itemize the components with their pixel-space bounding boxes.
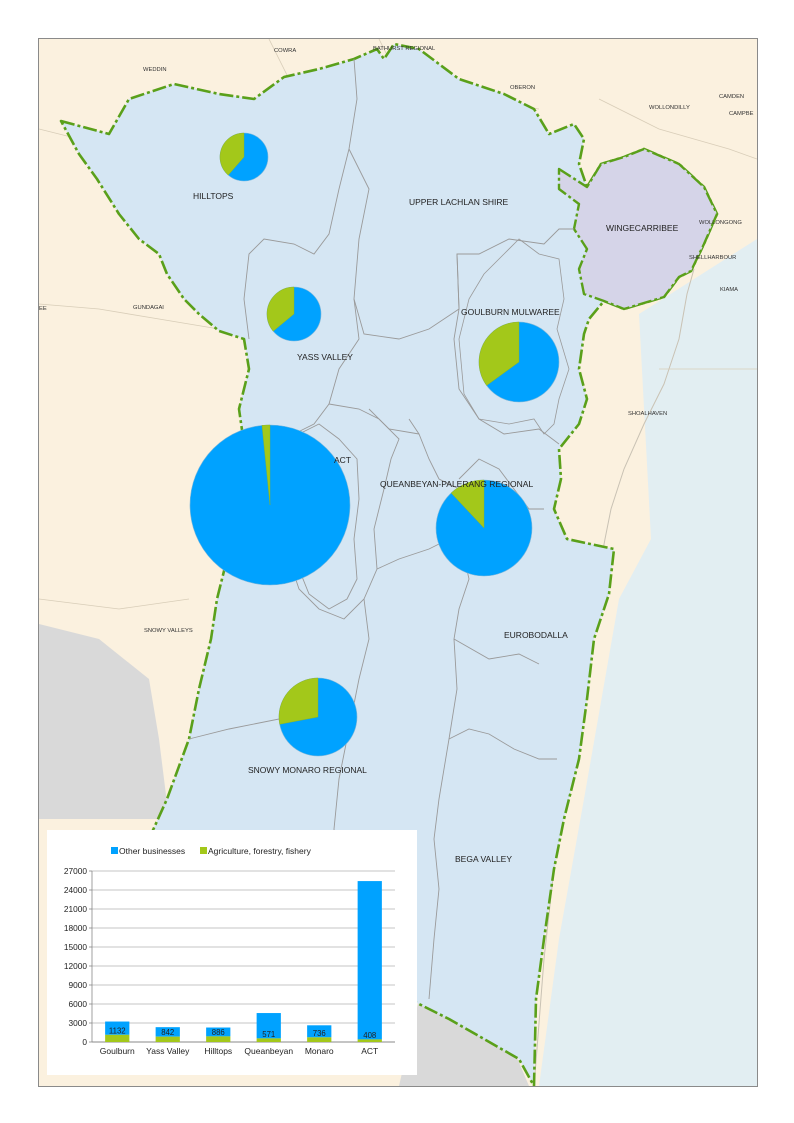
label-weddin: WEDDIN <box>143 67 167 73</box>
y-tick-label: 0 <box>82 1037 87 1047</box>
chart-bars: 1132 842 886 571 736 408 <box>105 881 382 1042</box>
pie-slice-agriculture-queanbeyan-palerang-regional <box>450 479 485 529</box>
map-frame: HILLTOPS UPPER LACHLAN SHIRE WINGECARRIB… <box>38 38 758 1087</box>
bar-data-label: 571 <box>262 1030 275 1039</box>
y-tick-label: 21000 <box>64 904 87 914</box>
legend-swatch-other-businesses <box>111 847 118 854</box>
label-camden: CAMDEN <box>719 94 744 100</box>
bar-agriculture <box>206 1036 231 1042</box>
sea-area <box>539 239 757 1086</box>
label-wollongong: WOLLONGONG <box>699 220 742 226</box>
label-snowy-valleys: SNOWY VALLEYS <box>144 628 193 634</box>
bar-data-label: 736 <box>313 1029 326 1038</box>
bar-other-businesses <box>357 881 382 1040</box>
bar-data-label: 886 <box>212 1028 225 1037</box>
x-tick-label: Yass Valley <box>146 1046 190 1056</box>
bar-data-label: 408 <box>363 1031 376 1040</box>
coastline <box>533 268 695 1086</box>
chart-gridlines <box>89 870 395 1043</box>
label-gundagai: GUNDAGAI <box>133 305 164 311</box>
label-wingecarribee: WINGECARRIBEE <box>606 223 679 233</box>
label-bathurst: BATHURST REGIONAL <box>373 46 436 52</box>
neighbour-state-area-south <box>399 999 529 1086</box>
x-tick-label: ACT <box>361 1046 378 1056</box>
bar-other-businesses <box>307 1025 332 1038</box>
label-kiama: KIAMA <box>720 287 738 293</box>
y-tick-label: 15000 <box>64 942 87 952</box>
label-hilltops: HILLTOPS <box>193 191 234 201</box>
bar-chart-panel: Other businesses Agriculture, forestry, … <box>47 830 417 1075</box>
y-tick-label: 18000 <box>64 923 87 933</box>
x-tick-label: Queanbeyan <box>244 1046 293 1056</box>
label-edge-left: EE <box>39 306 47 312</box>
pie-slice-agriculture-goulburn-mulwaree <box>478 321 520 386</box>
label-upper-lachlan: UPPER LACHLAN SHIRE <box>409 197 509 207</box>
bar-other-businesses <box>256 1013 281 1039</box>
chart-legend: Other businesses Agriculture, forestry, … <box>111 846 312 856</box>
y-tick-label: 9000 <box>69 980 88 990</box>
pie-charts-layer <box>189 132 560 757</box>
y-tick-label: 24000 <box>64 885 87 895</box>
neighbour-state-area <box>39 624 169 819</box>
label-wollondilly: WOLLONDILLY <box>649 105 690 111</box>
bar-other-businesses <box>105 1021 130 1035</box>
label-shellharbour: SHELLHARBOUR <box>689 255 736 261</box>
y-tick-label: 3000 <box>69 1018 88 1028</box>
pie-slice-agriculture-snowy-monaro-regional <box>278 677 319 725</box>
goulburn-urban-boundary <box>458 238 570 435</box>
region-map: HILLTOPS UPPER LACHLAN SHIRE WINGECARRIB… <box>39 39 757 1086</box>
y-tick-label: 27000 <box>64 866 87 876</box>
bar-data-label: 842 <box>161 1028 174 1037</box>
y-axis-tick-labels: 0 3000 6000 9000 12000 15000 18000 21000 24000 27… <box>64 866 87 1047</box>
bar-agriculture <box>105 1034 130 1042</box>
pie-slice-agriculture-yass-valley <box>266 286 295 332</box>
legend-label-other-businesses: Other businesses <box>119 846 185 856</box>
x-tick-label: Hilltops <box>204 1046 232 1056</box>
y-tick-label: 12000 <box>64 961 87 971</box>
bar-data-label: 1132 <box>109 1026 126 1035</box>
label-act: ACT <box>334 455 351 465</box>
label-snowy-monaro: SNOWY MONARO REGIONAL <box>248 765 367 775</box>
y-tick-label: 6000 <box>69 999 88 1009</box>
bar-agriculture <box>155 1036 180 1042</box>
legend-label-agriculture: Agriculture, forestry, fishery <box>208 846 312 856</box>
x-axis-tick-labels: Goulburn Yass Valley Hilltops Queanbeyan Mon… <box>100 1046 378 1056</box>
label-queanbeyan: QUEANBEYAN-PALERANG REGIONAL <box>380 479 533 489</box>
label-cowra: COWRA <box>274 48 296 54</box>
label-campbelltown: CAMPBE <box>729 111 754 117</box>
label-yass-valley: YASS VALLEY <box>297 352 353 362</box>
pie-slice-agriculture-hilltops <box>219 132 245 176</box>
label-oberon: OBERON <box>510 85 535 91</box>
bar-other-businesses <box>206 1027 231 1037</box>
legend-swatch-agriculture <box>200 847 207 854</box>
label-eurobodalla: EUROBODALLA <box>504 630 568 640</box>
x-tick-label: Goulburn <box>100 1046 135 1056</box>
label-bega-valley: BEGA VALLEY <box>455 854 512 864</box>
bar-agriculture <box>357 1039 382 1042</box>
bar-agriculture <box>256 1038 281 1042</box>
x-tick-label: Monaro <box>305 1046 334 1056</box>
pie-slice-agriculture-act <box>261 424 271 506</box>
bar-other-businesses <box>155 1027 180 1037</box>
bar-agriculture <box>307 1037 332 1042</box>
wingecarribee-area <box>557 147 719 311</box>
label-shoalhaven: SHOALHAVEN <box>628 411 667 417</box>
label-goulburn-mulwaree: GOULBURN MULWAREE <box>461 307 560 317</box>
stacked-bar-chart: Other businesses Agriculture, forestry, … <box>64 846 395 1056</box>
